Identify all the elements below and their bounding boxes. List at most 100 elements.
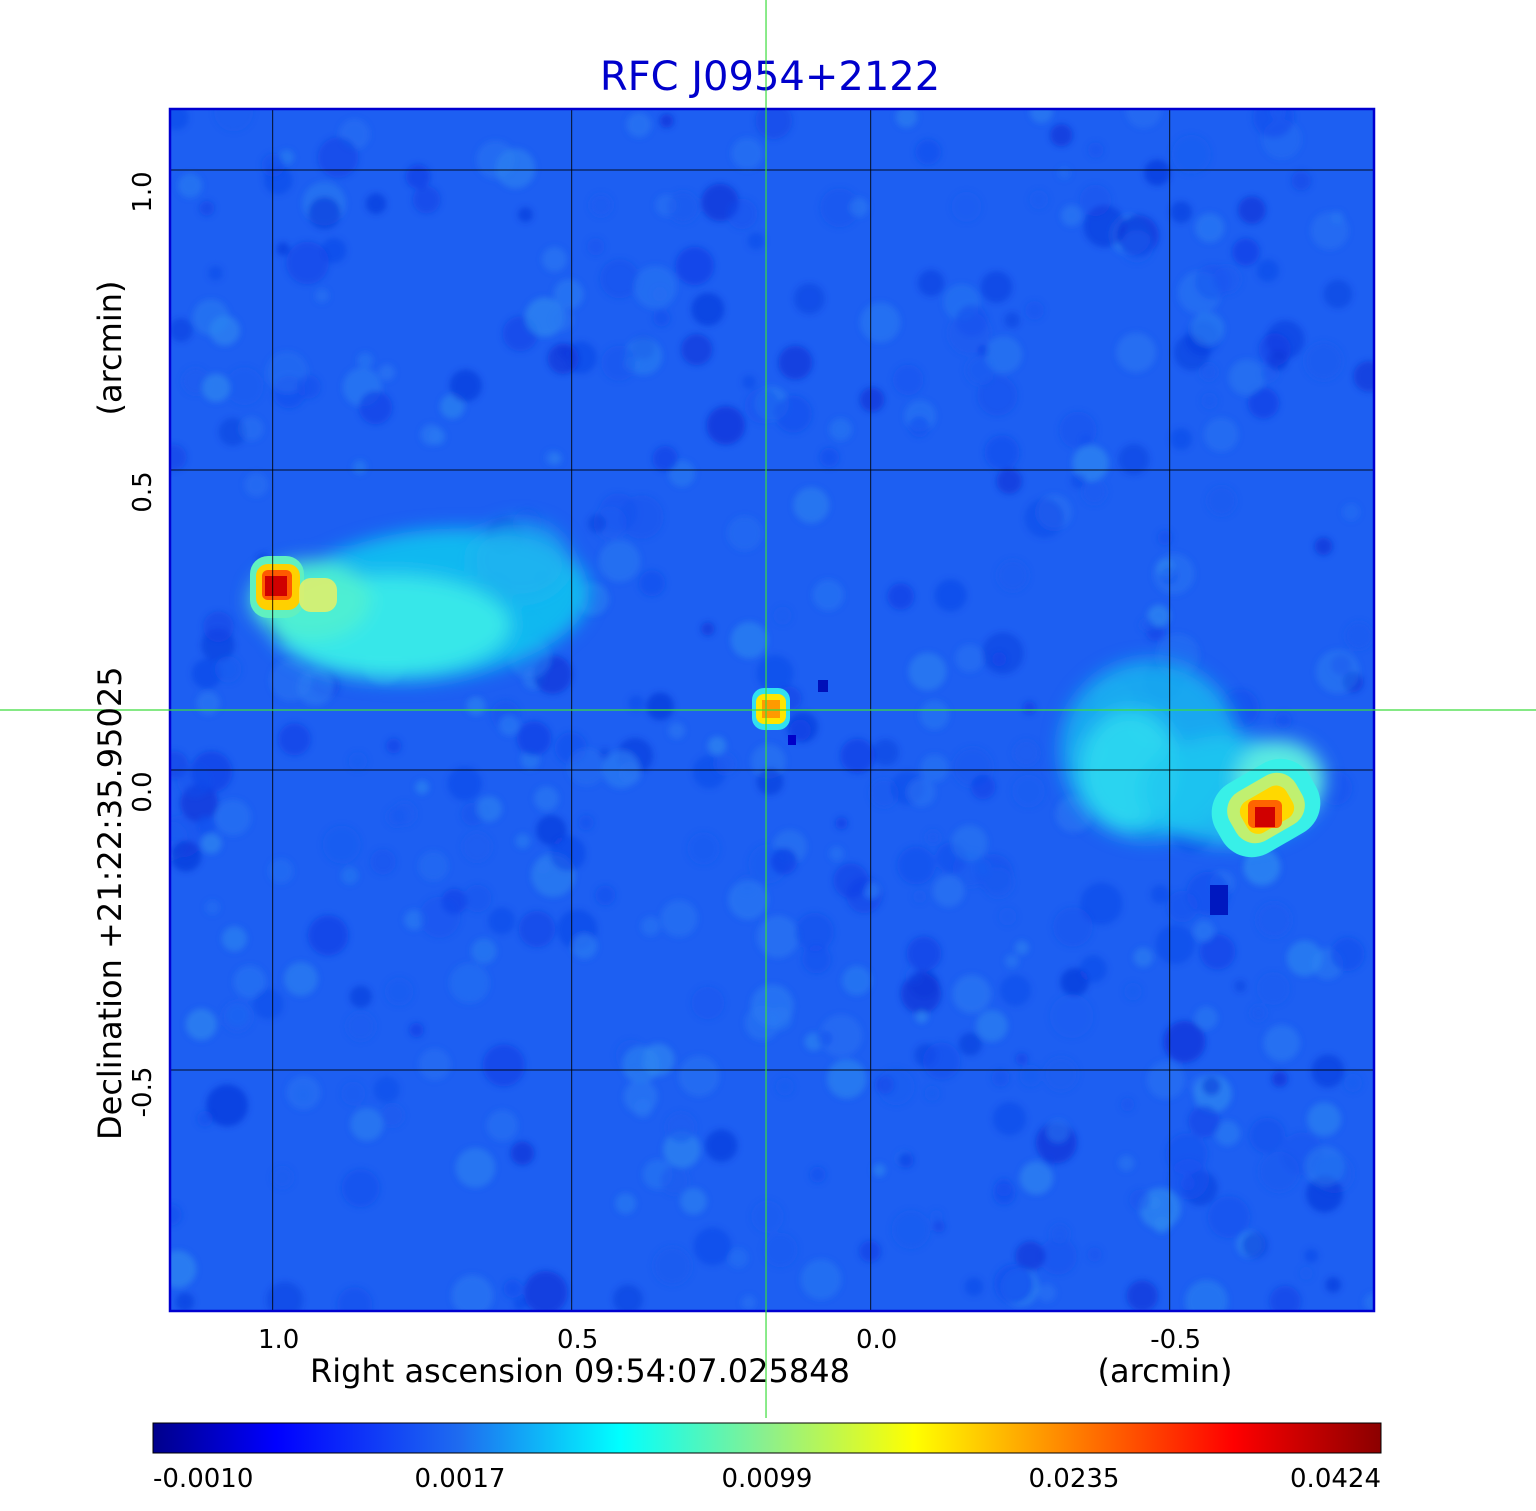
noise-blob bbox=[932, 875, 965, 907]
noise-blob bbox=[486, 1110, 518, 1142]
noise-blob bbox=[518, 910, 556, 948]
noise-blob bbox=[668, 460, 696, 487]
noise-blob bbox=[741, 1295, 756, 1310]
noise-blob bbox=[1256, 902, 1292, 938]
noise-blob bbox=[1194, 264, 1231, 300]
noise-blob bbox=[660, 1166, 690, 1195]
noise-blob bbox=[1204, 417, 1239, 452]
noise-blob bbox=[587, 514, 606, 533]
noise-blob bbox=[1253, 110, 1295, 138]
noise-blob bbox=[215, 656, 242, 683]
noise-blob bbox=[955, 644, 984, 673]
noise-blob bbox=[829, 846, 844, 861]
noise-blob bbox=[1163, 1020, 1206, 1063]
y-tick-label: -0.5 bbox=[128, 1067, 158, 1118]
noise-blob bbox=[270, 659, 312, 701]
noise-blob bbox=[755, 110, 793, 140]
noise-blob bbox=[1345, 621, 1373, 650]
noise-blob bbox=[1363, 1293, 1373, 1310]
noise-blob bbox=[1147, 1061, 1185, 1099]
y-tick-label: 0.0 bbox=[128, 771, 158, 812]
noise-blob bbox=[1079, 955, 1107, 983]
noise-blob bbox=[1083, 205, 1126, 248]
noise-blob bbox=[795, 912, 834, 952]
noise-blob bbox=[440, 394, 465, 419]
noise-blob bbox=[908, 652, 947, 691]
emission-layer bbox=[171, 110, 1373, 1310]
noise-blob bbox=[1249, 1117, 1286, 1154]
noise-blob bbox=[1232, 238, 1260, 266]
noise-blob bbox=[1126, 110, 1162, 128]
noise-blob bbox=[535, 859, 551, 875]
noise-blob bbox=[829, 418, 852, 441]
noise-blob bbox=[175, 1292, 195, 1310]
noise-blob bbox=[1342, 503, 1360, 521]
colorbar-tick-label: 0.0424 bbox=[1290, 1464, 1381, 1494]
noise-blob bbox=[742, 375, 756, 389]
noise-blob bbox=[756, 768, 784, 795]
noise-blob bbox=[523, 1270, 568, 1310]
noise-blob bbox=[1005, 954, 1019, 968]
noise-blob bbox=[887, 583, 915, 610]
noise-blob bbox=[1200, 363, 1218, 381]
noise-blob bbox=[1133, 947, 1154, 967]
noise-blob bbox=[999, 974, 1031, 1007]
noise-blob bbox=[286, 1075, 321, 1110]
noise-blob bbox=[773, 606, 792, 625]
noise-blob bbox=[859, 387, 885, 413]
noise-blob bbox=[593, 506, 627, 540]
noise-blob bbox=[1256, 259, 1280, 282]
noise-blob bbox=[1019, 1161, 1054, 1195]
noise-blob bbox=[381, 1104, 404, 1127]
noise-blob bbox=[418, 1048, 451, 1081]
noise-blob bbox=[776, 1077, 794, 1096]
noise-blob bbox=[1024, 498, 1065, 538]
noise-blob bbox=[296, 375, 321, 399]
noise-blob bbox=[1022, 701, 1036, 715]
noise-blob bbox=[1166, 1133, 1208, 1175]
noise-blob bbox=[357, 352, 373, 369]
noise-blob bbox=[214, 110, 254, 132]
noise-blob bbox=[341, 1081, 366, 1106]
noise-blob bbox=[1030, 110, 1053, 124]
noise-blob bbox=[598, 540, 641, 582]
noise-blob bbox=[317, 137, 359, 178]
noise-blob bbox=[915, 139, 941, 165]
noise-blob bbox=[833, 863, 869, 899]
noise-blob bbox=[778, 345, 813, 380]
noise-blob bbox=[286, 241, 329, 285]
noise-blob bbox=[680, 1188, 707, 1215]
noise-blob bbox=[350, 1107, 384, 1141]
noise-blob bbox=[1304, 1146, 1345, 1187]
noise-blob bbox=[600, 259, 640, 299]
noise-blob bbox=[1286, 940, 1323, 977]
noise-blob bbox=[898, 1152, 914, 1168]
noise-blob bbox=[1015, 940, 1029, 955]
noise-blob bbox=[1087, 142, 1104, 158]
noise-blob bbox=[1120, 230, 1154, 263]
west-hotspot bbox=[1210, 758, 1321, 915]
noise-blob bbox=[495, 148, 536, 189]
noise-blob bbox=[420, 424, 442, 446]
noise-blob bbox=[932, 1220, 946, 1233]
colorbar-tick-label: 0.0235 bbox=[1029, 1464, 1120, 1494]
noise-blob bbox=[1170, 428, 1192, 450]
noise-blob bbox=[681, 333, 713, 366]
noise-blob bbox=[793, 283, 825, 315]
noise-blob bbox=[1046, 1119, 1070, 1143]
chart-title: RFC J0954+2122 bbox=[600, 54, 940, 100]
noise-blob bbox=[1080, 882, 1123, 925]
noise-blob bbox=[482, 1044, 525, 1087]
noise-blob bbox=[1307, 1102, 1341, 1137]
noise-blob bbox=[352, 460, 367, 474]
noise-blob bbox=[691, 292, 725, 326]
noise-blob bbox=[1172, 135, 1211, 174]
noise-blob bbox=[1201, 392, 1218, 410]
noise-blob bbox=[1195, 213, 1225, 243]
noise-blob bbox=[405, 164, 431, 189]
noise-blob bbox=[728, 1248, 749, 1268]
noise-blob bbox=[337, 1287, 373, 1310]
noise-blob bbox=[449, 963, 490, 1004]
noise-blob bbox=[763, 1232, 798, 1268]
noise-blob bbox=[731, 137, 763, 170]
